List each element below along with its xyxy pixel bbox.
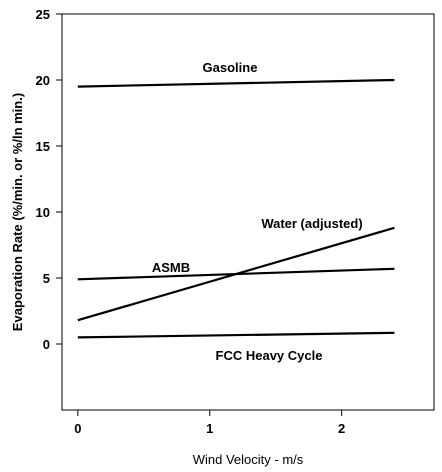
series-label-gasoline: Gasoline [203,60,258,75]
y-tick-label: 5 [43,271,50,286]
y-axis: 0 5 10 15 20 25 [36,7,62,352]
x-axis: 0 1 2 [74,410,345,436]
x-axis-title: Wind Velocity - m/s [193,452,304,467]
y-tick-label: 25 [36,7,50,22]
series-label-water-adjusted: Water (adjusted) [261,216,362,231]
y-tick-label: 0 [43,337,50,352]
x-tick-label: 2 [338,421,345,436]
series-line-asmb [77,267,395,281]
x-tick-label: 0 [74,421,81,436]
y-tick-label: 15 [36,139,50,154]
series-line-fcc-heavy-cycle [77,331,395,339]
series-label-fcc-heavy-cycle: FCC Heavy Cycle [216,348,323,363]
y-tick-label: 20 [36,73,50,88]
series-label-asmb: ASMB [152,260,190,275]
series-lines [77,78,395,339]
series-line-gasoline [77,78,395,88]
x-tick-label: 1 [206,421,213,436]
y-axis-title: Evaporation Rate (%/min. or %/ln min.) [10,93,25,331]
y-tick-label: 10 [36,205,50,220]
